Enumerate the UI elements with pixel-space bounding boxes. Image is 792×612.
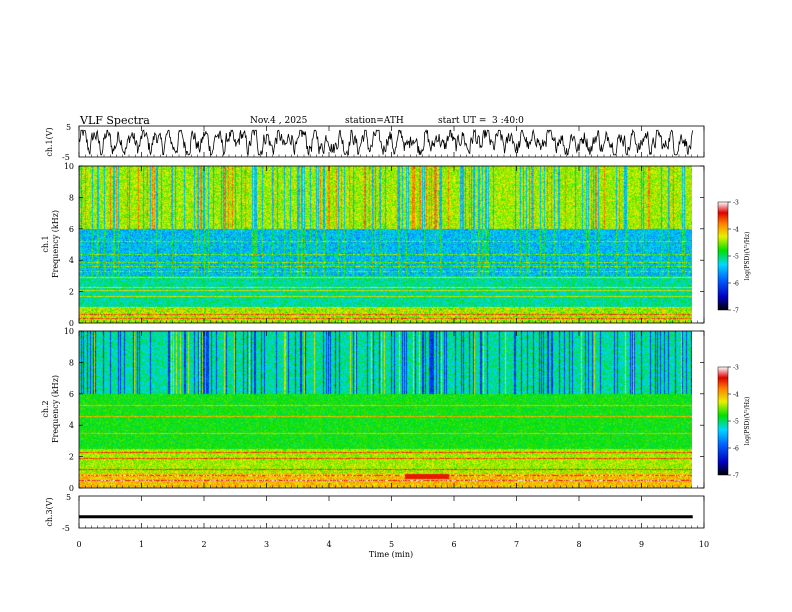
- xtick-label-1: 1: [139, 540, 144, 549]
- spec2-ytick-label-2: 2: [69, 453, 74, 462]
- ch1-ytick-minus5: -5: [62, 153, 70, 162]
- ch2-colorbar-label: log(PSD)(V²/Hz): [744, 397, 751, 446]
- xtick-label-8: 8: [576, 540, 581, 549]
- cb1-ticks-label--7: -7: [733, 308, 739, 315]
- ch2-spectrogram-panel: 0 2 4 6 8 10 ch.2 Frequency (kHz): [41, 327, 705, 493]
- xtick-label-9: 9: [639, 540, 644, 549]
- ch1-colorbar-label: log(PSD)(V²/Hz): [744, 232, 751, 281]
- xtick-label-4: 4: [326, 540, 331, 549]
- x-axis-label: Time (min): [369, 550, 413, 559]
- spec2-ytick-label-0: 0: [69, 484, 74, 493]
- ch1-spec-ylabel-2: Frequency (kHz): [51, 210, 60, 278]
- xtick-label-3: 3: [264, 540, 269, 549]
- ch2-colorbar: -3 -4 -5 -6 -7 log(PSD)(V²/Hz): [717, 365, 751, 480]
- cb2-ticks-label--6: -6: [733, 446, 739, 453]
- spec1-ytick-label-6: 6: [69, 225, 74, 234]
- ch1-ytick-5: 5: [66, 123, 71, 132]
- spec2-ytick-label-8: 8: [69, 358, 74, 367]
- xtick-label-2: 2: [201, 540, 206, 549]
- spec2-raster: [79, 331, 692, 488]
- xtick-label-6: 6: [451, 540, 456, 549]
- ch1-trace: [78, 128, 694, 157]
- xtick-label-10: 10: [699, 540, 709, 549]
- xtick-label-0: 0: [76, 540, 81, 549]
- ch2-spec-ylabel-2: Frequency (kHz): [51, 375, 60, 443]
- ch1-spec-ylabel-1: ch.1: [41, 235, 50, 252]
- ch1-colorbar: -3 -4 -5 -6 -7 log(PSD)(V²/Hz): [717, 200, 751, 315]
- date-label: Nov.4 , 2025: [250, 116, 308, 126]
- x-axis-ticks: 0 1 2 3 4 5 6 7 8 9 10: [76, 126, 709, 549]
- spec1-ytick-label-4: 4: [69, 256, 74, 265]
- start-ut-value: 3 :40:0: [492, 116, 524, 126]
- cb1-ticks-label--3: -3: [733, 200, 739, 207]
- ch3-ylabel: ch.3(V): [45, 497, 54, 526]
- ch3-waveform-panel: 5 -5 ch.3(V): [45, 493, 705, 533]
- cb2-ticks-label--7: -7: [733, 473, 739, 480]
- spec1-ytick-label-10: 10: [64, 162, 74, 171]
- cb2-ticks-label--5: -5: [733, 419, 739, 426]
- ch2-spectrogram-image: [79, 331, 692, 488]
- ch1-spectrogram-panel: 0 2 4 6 8 10 ch.1 Frequency (kHz): [41, 162, 705, 328]
- spec2-ytick-label-4: 4: [69, 421, 74, 430]
- ch3-ytick-5: 5: [66, 493, 71, 502]
- spec1-ytick-label-0: 0: [69, 319, 74, 328]
- cb1-ticks-label--5: -5: [733, 254, 739, 261]
- cb1-ticks-label--6: -6: [733, 281, 739, 288]
- cb2-ticks-label--4: -4: [733, 392, 739, 399]
- ch1-waveform-panel: 5 -5 ch.1(V): [45, 123, 705, 162]
- ch1-colorbar-bar: [717, 201, 729, 311]
- spec1-ytick-label-2: 2: [69, 288, 74, 297]
- ch3-ytick-minus5: -5: [62, 524, 70, 533]
- start-ut-label: start UT =: [438, 116, 486, 126]
- ch1-spectrogram-image: [79, 166, 692, 323]
- xtick-label-5: 5: [389, 540, 394, 549]
- spec2-ytick-label-10: 10: [64, 327, 74, 336]
- spec1-raster: [79, 166, 692, 323]
- chart-title: VLF Spectra: [79, 114, 150, 127]
- cb2-ticks-label--3: -3: [733, 365, 739, 372]
- spec1-ytick-label-8: 8: [69, 193, 74, 202]
- station-label: station=ATH: [345, 116, 404, 126]
- ch1-ylabel: ch.1(V): [45, 127, 54, 156]
- ch2-spec-ylabel-1: ch.2: [41, 400, 50, 417]
- spec2-ytick-label-6: 6: [69, 390, 74, 399]
- xtick-label-7: 7: [514, 540, 519, 549]
- cb1-ticks-label--4: -4: [733, 227, 739, 234]
- ch2-colorbar-bar: [717, 366, 729, 476]
